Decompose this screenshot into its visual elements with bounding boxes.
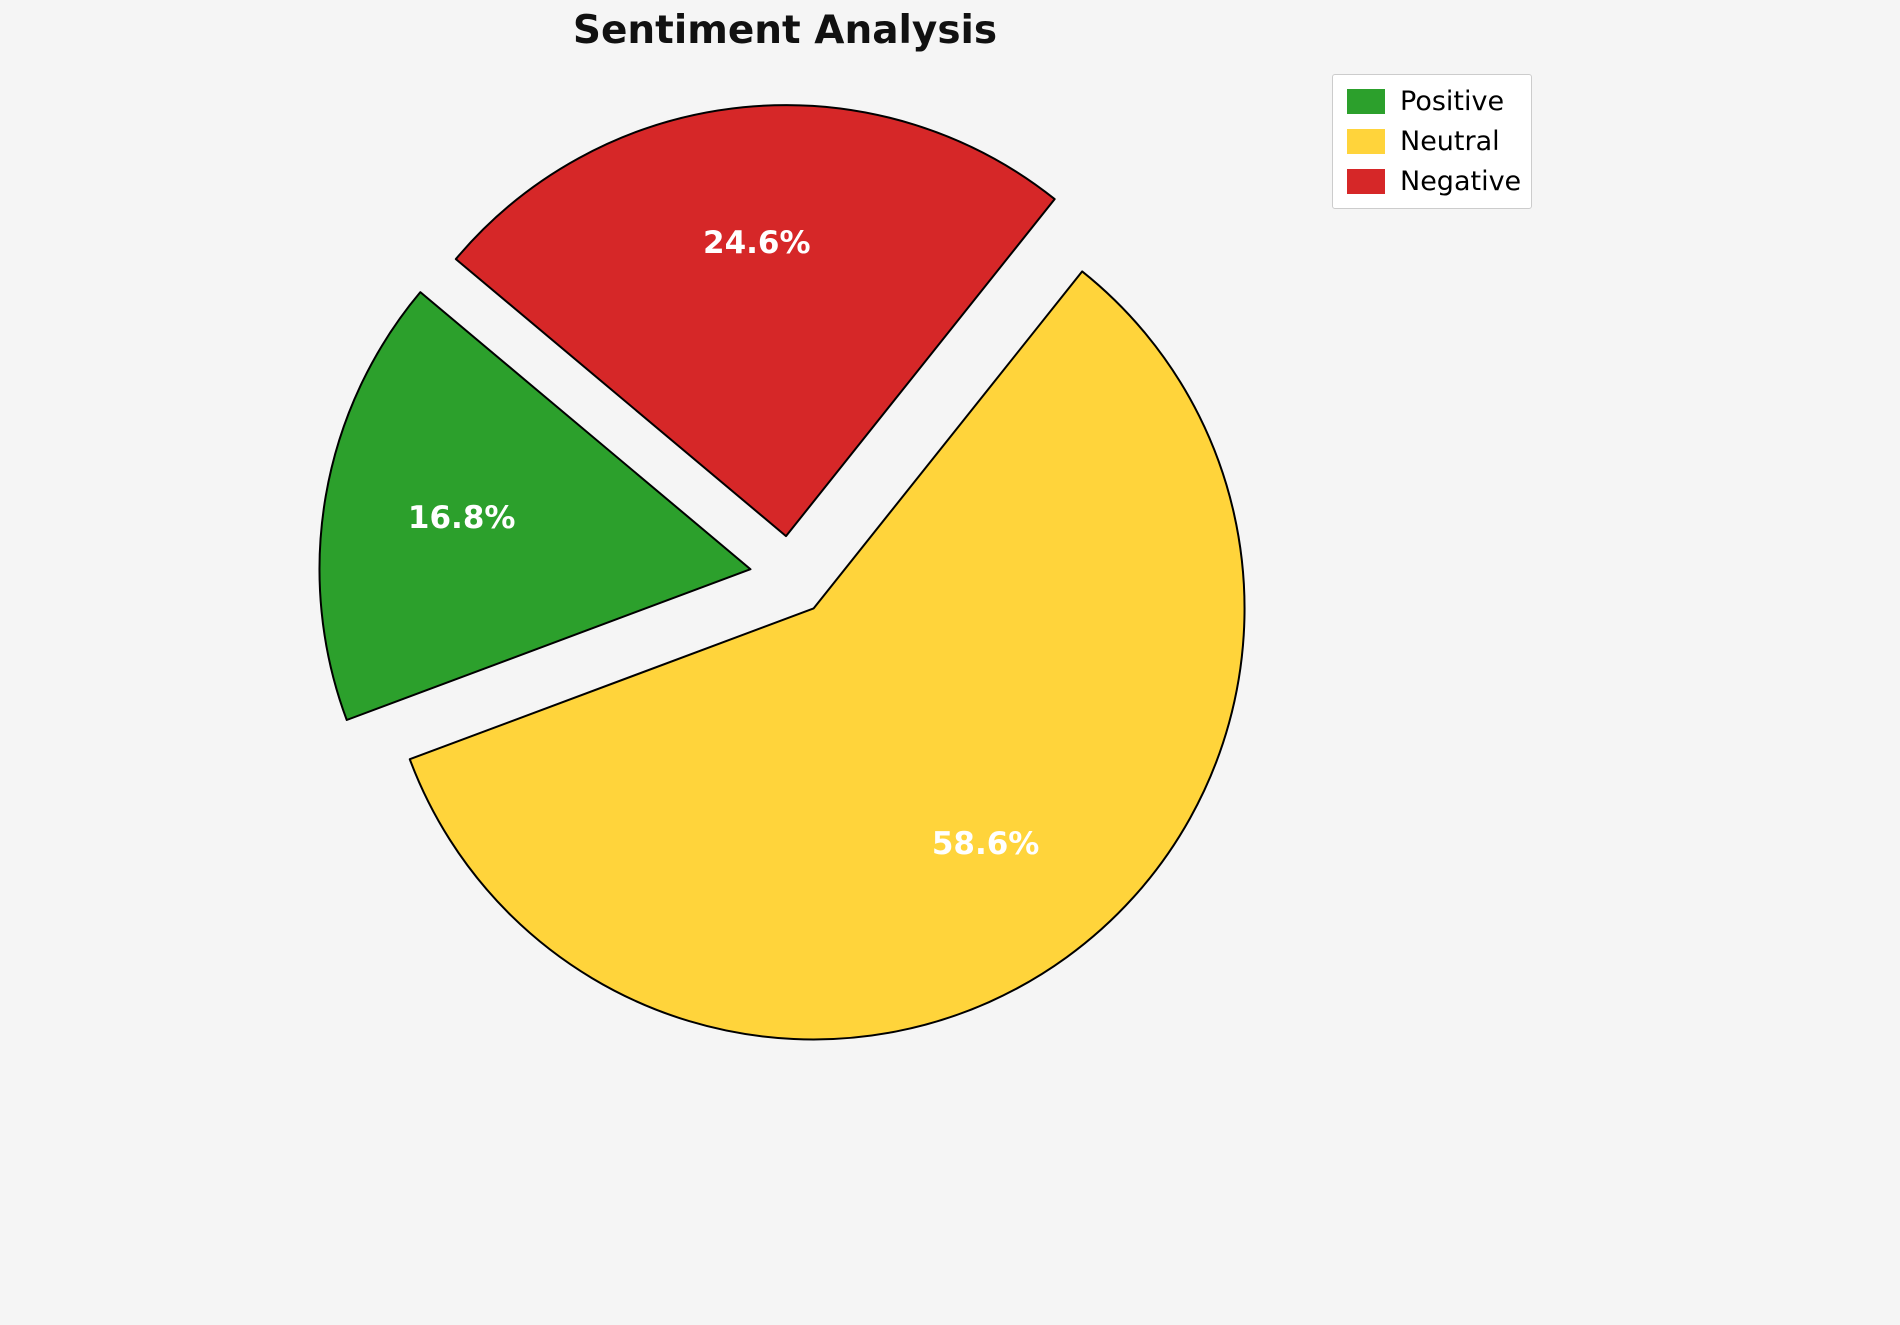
chart-title: Sentiment Analysis [572, 8, 998, 53]
pie-slice-pct-label-positive: 16.8% [408, 500, 516, 536]
legend-item-negative: Negative [1347, 168, 1521, 195]
pie-slice-pct-label-negative: 24.6% [703, 225, 811, 261]
legend-item-neutral: Neutral [1347, 128, 1517, 155]
legend-item-positive: Positive [1347, 88, 1517, 115]
legend-label-positive: Positive [1400, 86, 1505, 117]
legend-label-neutral: Neutral [1400, 126, 1500, 157]
legend: Positive Neutral Negative [1332, 74, 1532, 209]
legend-swatch-neutral [1347, 129, 1385, 154]
legend-swatch-negative [1347, 169, 1385, 194]
pie-slice-neutral [408, 270, 1246, 1041]
pie-slice-pct-label-neutral: 58.6% [932, 826, 1040, 862]
pie-slice-negative [454, 104, 1056, 538]
legend-swatch-positive [1347, 89, 1385, 114]
legend-label-negative: Negative [1400, 166, 1522, 197]
pie-slice-positive [318, 291, 752, 721]
